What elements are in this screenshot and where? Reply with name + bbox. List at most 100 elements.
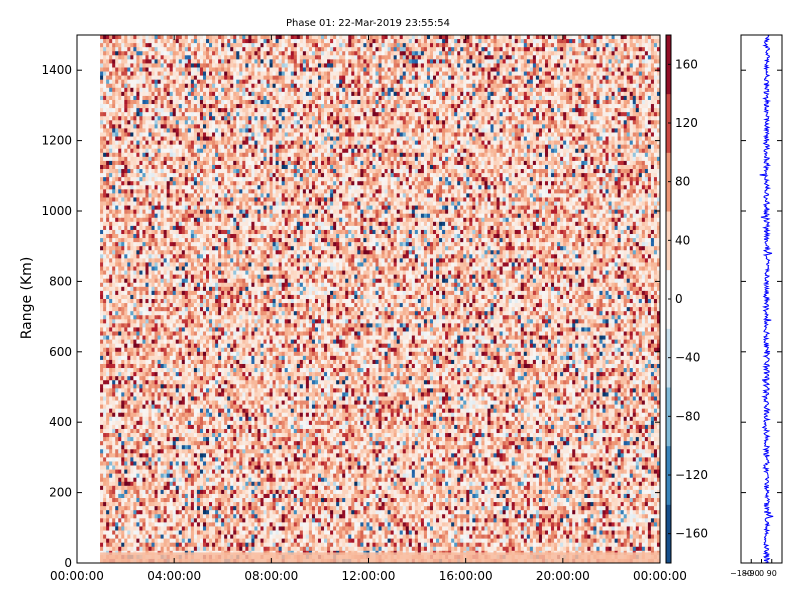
heatmap-cell <box>632 35 637 40</box>
heatmap-cell <box>169 35 174 40</box>
heatmap-cell <box>535 59 540 64</box>
heatmap-cell <box>121 140 125 145</box>
heatmap-cell <box>242 47 246 52</box>
heatmap-cell <box>287 95 292 101</box>
heatmap-cell <box>599 51 603 56</box>
heatmap-cell <box>206 55 210 60</box>
heatmap-cell <box>251 39 255 44</box>
heatmap-cell <box>596 63 600 68</box>
heatmap-cell <box>193 55 198 60</box>
heatmap-cell <box>641 116 646 121</box>
heatmap-cell <box>523 95 528 101</box>
heatmap-cell <box>408 128 413 133</box>
heatmap-cell <box>629 63 634 68</box>
heatmap-cell <box>611 95 615 101</box>
heatmap-cell <box>308 116 313 121</box>
heatmap-cell <box>293 120 298 125</box>
heatmap-cell <box>454 112 458 117</box>
heatmap-cell <box>275 39 279 44</box>
heatmap-cell <box>496 124 500 129</box>
heatmap-cell <box>345 124 349 129</box>
heatmap-cell <box>514 67 519 72</box>
heatmap-cell <box>411 43 416 48</box>
heatmap-cell <box>560 39 564 44</box>
heatmap-cell <box>333 136 337 141</box>
heatmap-cell <box>493 128 497 133</box>
heatmap-cell <box>572 95 576 101</box>
heatmap-cell <box>487 95 491 101</box>
heatmap-cell <box>544 43 549 48</box>
heatmap-cell <box>290 47 295 52</box>
heatmap-cell <box>433 47 437 52</box>
heatmap-cell <box>248 55 252 60</box>
heatmap-cell <box>145 43 149 48</box>
heatmap-cell <box>284 35 289 40</box>
heatmap-cell <box>560 67 564 72</box>
heatmap-cell <box>263 39 267 44</box>
heatmap-cell <box>393 59 397 64</box>
heatmap-cell <box>363 91 367 97</box>
heatmap-cell <box>160 116 164 121</box>
heatmap-cell <box>221 79 225 85</box>
heatmap-cell <box>420 55 425 60</box>
heatmap-cell <box>569 55 573 60</box>
heatmap-cell <box>439 128 443 133</box>
heatmap-cell <box>366 104 370 109</box>
heatmap-cell <box>112 83 116 89</box>
heatmap-cell <box>538 43 543 48</box>
heatmap-cell <box>514 35 519 40</box>
heatmap-cell <box>154 136 158 141</box>
heatmap-cell <box>396 83 401 89</box>
heatmap-cell <box>299 39 304 44</box>
heatmap-cell <box>390 79 394 85</box>
heatmap-cell <box>321 75 325 80</box>
heatmap-cell <box>299 67 304 72</box>
heatmap-cell <box>599 99 603 105</box>
heatmap-cell <box>324 55 328 60</box>
heatmap-cell <box>317 136 322 141</box>
heatmap-cell <box>656 39 661 44</box>
heatmap-cell <box>451 136 455 141</box>
heatmap-cell <box>605 55 609 60</box>
heatmap-cell <box>209 39 213 44</box>
heatmap-cell <box>100 95 104 101</box>
heatmap-cell <box>166 43 170 48</box>
heatmap-cell <box>387 71 391 76</box>
heatmap-cell <box>532 67 537 72</box>
heatmap-cell <box>336 75 340 80</box>
heatmap-cell <box>121 71 125 76</box>
heatmap-cell <box>451 83 455 89</box>
heatmap-cell <box>611 55 615 60</box>
heatmap-cell <box>148 112 152 117</box>
heatmap-cell <box>511 51 516 56</box>
heatmap-cell <box>215 95 219 101</box>
heatmap-cell <box>184 71 189 76</box>
heatmap-cell <box>593 136 597 141</box>
heatmap-cell <box>221 67 225 72</box>
heatmap-cell <box>133 120 137 125</box>
heatmap-cell <box>311 120 316 125</box>
heatmap-cell <box>496 43 500 48</box>
heatmap-cell <box>596 116 600 121</box>
heatmap-cell <box>650 140 655 145</box>
heatmap-cell <box>236 140 240 145</box>
heatmap-cell <box>324 75 328 80</box>
heatmap-cell <box>493 140 497 145</box>
heatmap-cell <box>163 87 167 93</box>
heatmap-cell <box>484 136 488 141</box>
heatmap-cell <box>351 140 355 145</box>
heatmap-cell <box>557 128 561 133</box>
heatmap-cell <box>514 136 519 141</box>
heatmap-cell <box>311 104 316 109</box>
heatmap-cell <box>390 55 394 60</box>
heatmap-cell <box>127 83 131 89</box>
heatmap-cell <box>269 75 273 80</box>
heatmap-cell <box>372 35 376 40</box>
heatmap-cell <box>641 79 646 85</box>
heatmap-cell <box>644 140 649 145</box>
heatmap-cell <box>112 71 116 76</box>
heatmap-cell <box>484 55 488 60</box>
heatmap-cell <box>605 43 609 48</box>
heatmap-cell <box>199 128 204 133</box>
heatmap-cell <box>575 136 579 141</box>
